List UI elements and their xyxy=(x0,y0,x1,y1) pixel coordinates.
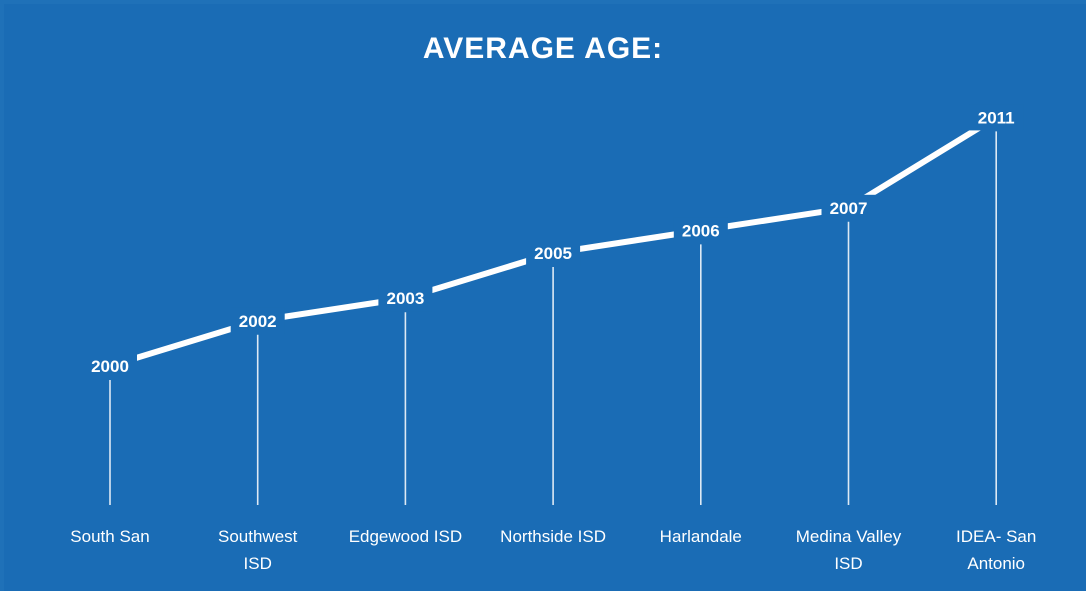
x-tick-label: ISD xyxy=(244,554,272,573)
chart-panel xyxy=(4,4,1086,591)
x-tick-label: Harlandale xyxy=(660,527,742,546)
data-label-background xyxy=(526,240,581,266)
x-tick-label: Medina Valley xyxy=(796,527,902,546)
x-tick-label: South San xyxy=(70,527,149,546)
data-label: 2000 xyxy=(91,357,129,376)
x-tick-label: IDEA- San xyxy=(956,527,1036,546)
x-tick-label: ISD xyxy=(834,554,862,573)
data-label-background xyxy=(378,285,433,312)
data-label-background xyxy=(969,104,1024,131)
x-tick-label: Edgewood ISD xyxy=(349,527,462,546)
data-label: 2003 xyxy=(386,289,424,308)
x-tick-label: Southwest xyxy=(218,527,298,546)
chart-title: AVERAGE AGE: xyxy=(422,32,664,65)
data-label: 2002 xyxy=(239,312,277,331)
data-label: 2005 xyxy=(534,244,572,263)
x-tick-label: Northside ISD xyxy=(500,527,606,546)
data-label: 2006 xyxy=(682,221,720,240)
data-label-background xyxy=(230,307,285,334)
data-label-background xyxy=(673,217,728,244)
x-tick-label: Antonio xyxy=(967,554,1025,573)
data-label: 2007 xyxy=(830,199,868,218)
data-label-background xyxy=(83,353,137,379)
data-label: 2011 xyxy=(978,108,1015,127)
data-label-background xyxy=(821,194,876,221)
